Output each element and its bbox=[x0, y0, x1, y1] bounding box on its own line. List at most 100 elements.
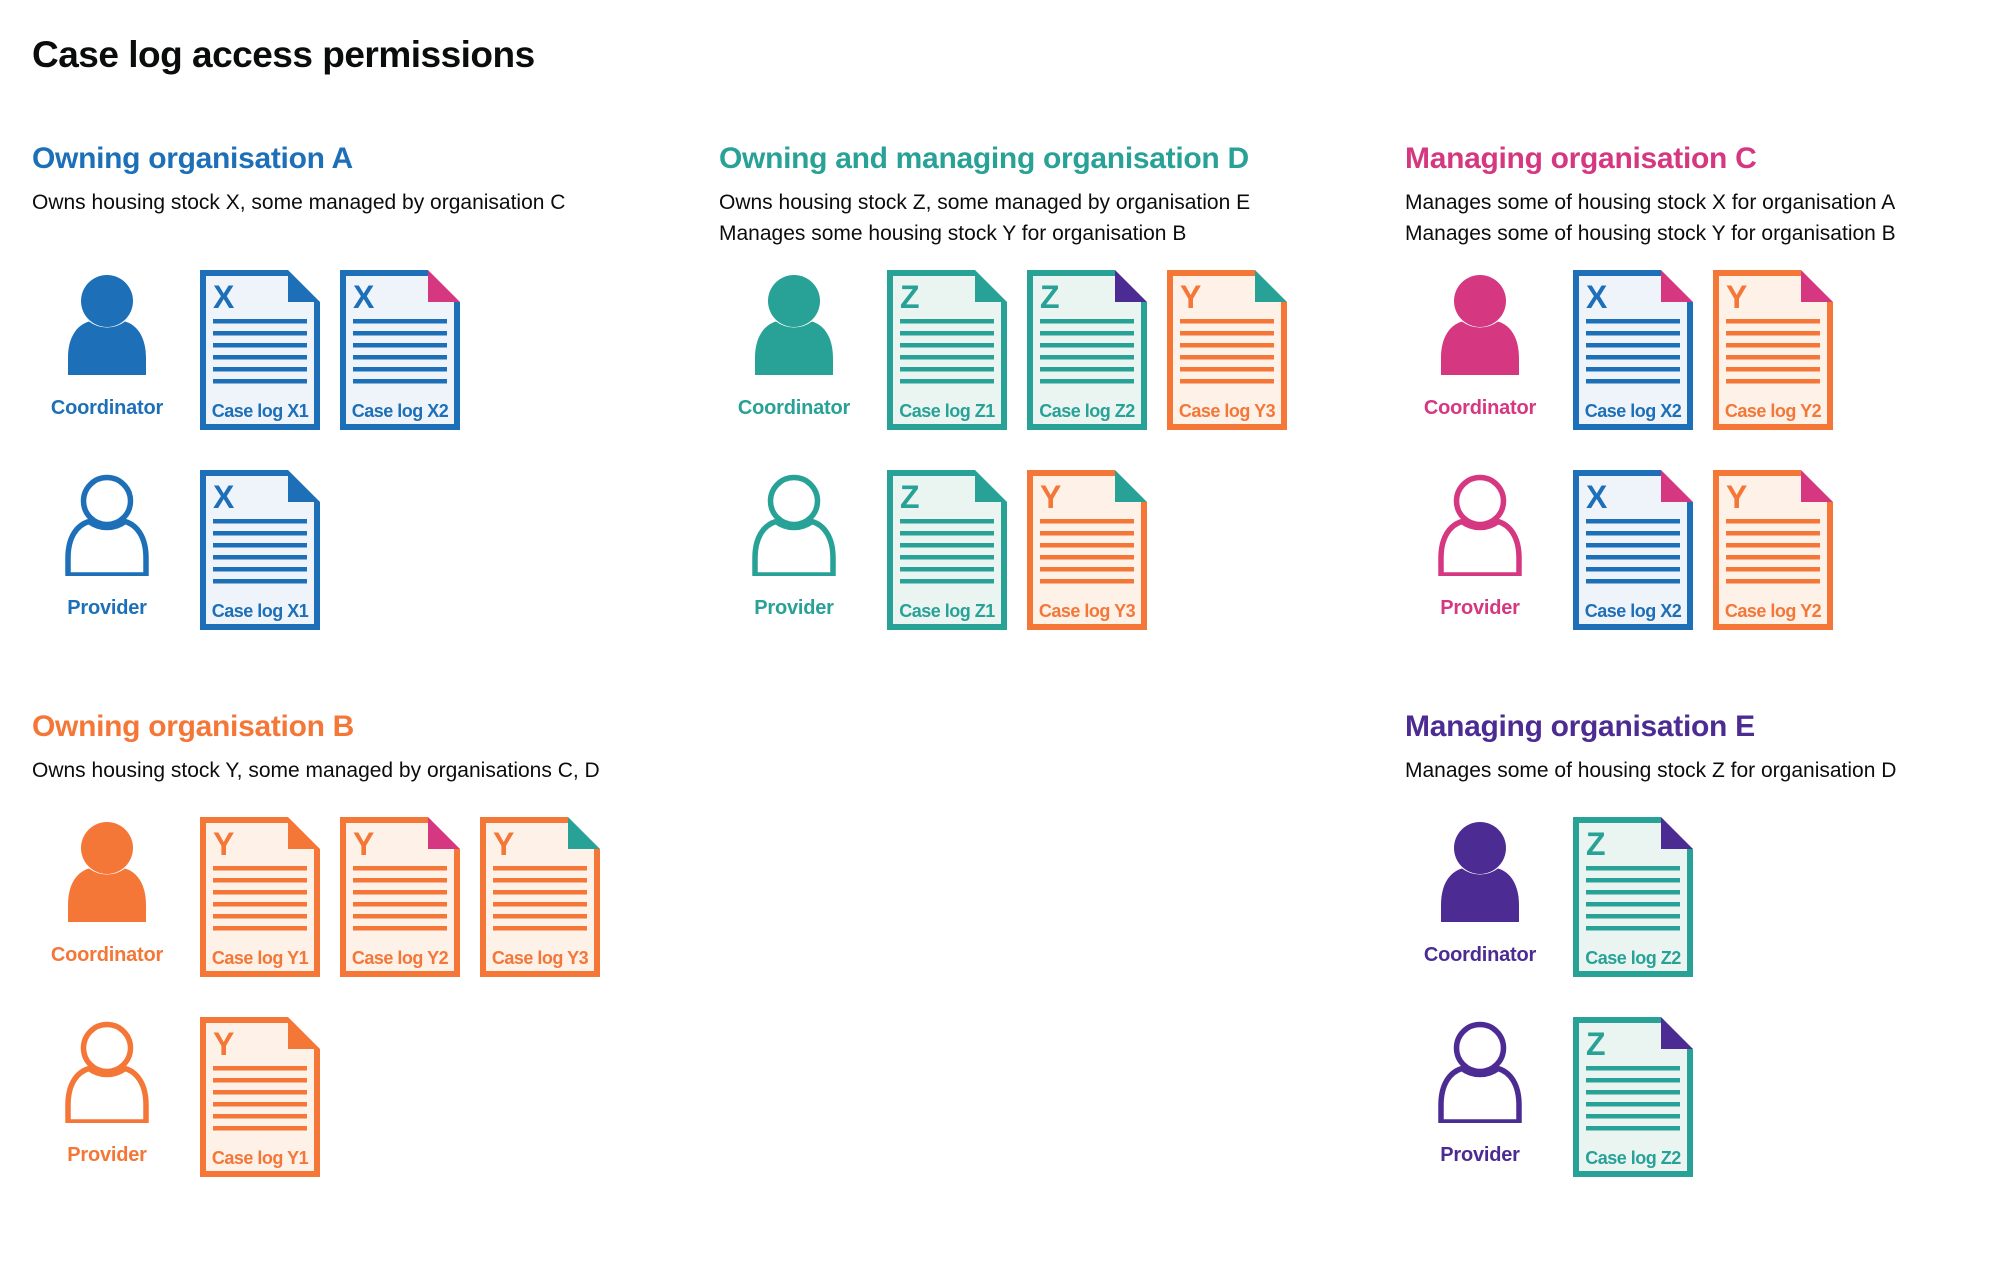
provider-icon bbox=[1438, 474, 1522, 578]
doc-label: Case log Y2 bbox=[1725, 401, 1822, 421]
doc-text-line bbox=[353, 926, 447, 931]
doc-text-line bbox=[213, 343, 307, 348]
folded-corner-icon bbox=[1661, 270, 1693, 302]
folded-corner-icon bbox=[1115, 270, 1147, 302]
description-line: Owns housing stock X, some managed by or… bbox=[32, 191, 566, 214]
doc-page bbox=[887, 270, 1007, 430]
doc-text-line bbox=[1586, 543, 1680, 548]
document-case-log-y3: Y Case log Y3 bbox=[1027, 470, 1147, 630]
folded-corner-icon bbox=[568, 817, 600, 849]
doc-label: Case log Y1 bbox=[212, 1148, 309, 1168]
doc-text-line bbox=[1726, 319, 1820, 324]
stock-letter: X bbox=[213, 479, 235, 515]
coordinator-icon bbox=[755, 275, 833, 375]
page-title: Case log access permissions bbox=[32, 34, 535, 75]
doc-text-line bbox=[353, 890, 447, 895]
stock-letter: Y bbox=[1726, 279, 1747, 315]
folded-corner-icon bbox=[288, 270, 320, 302]
document-case-log-x2: X Case log X2 bbox=[1573, 270, 1693, 430]
doc-text-line bbox=[1040, 543, 1134, 548]
doc-text-line bbox=[1726, 519, 1820, 524]
document-case-log-y2: Y Case log Y2 bbox=[1713, 470, 1833, 630]
role-label: Coordinator bbox=[1423, 944, 1537, 966]
doc-text-line bbox=[1040, 319, 1134, 324]
document-case-log-z1: Z Case log Z1 bbox=[887, 470, 1007, 630]
doc-text-line bbox=[1040, 379, 1134, 384]
coordinator-icon-block: Coordinator bbox=[32, 270, 182, 420]
doc-text-line bbox=[213, 926, 307, 931]
case-log-documents: X Case log X1 X Case log X2 bbox=[200, 270, 460, 430]
coordinator-row: Coordinator Z Case log Z2 bbox=[1405, 817, 1693, 977]
doc-label: Case log Y3 bbox=[1179, 401, 1276, 421]
doc-text-line bbox=[1040, 519, 1134, 524]
doc-page bbox=[1713, 470, 1833, 630]
doc-label: Case log Y2 bbox=[352, 948, 449, 968]
doc-text-line bbox=[493, 914, 587, 919]
provider-row: Provider Z Case log Z2 bbox=[1405, 1017, 1693, 1177]
stock-letter: Z bbox=[900, 279, 920, 315]
provider-icon-block: Provider bbox=[719, 470, 869, 620]
doc-text-line bbox=[1586, 367, 1680, 372]
document-case-log-z1: Z Case log Z1 bbox=[887, 270, 1007, 430]
doc-label: Case log X2 bbox=[1585, 601, 1682, 621]
folded-corner-icon bbox=[1661, 817, 1693, 849]
doc-text-line bbox=[353, 902, 447, 907]
doc-label: Case log Z1 bbox=[899, 601, 995, 621]
coordinator-row: Coordinator X Case log X2 Y Case log Y2 bbox=[1405, 270, 1833, 430]
doc-label: Case log X1 bbox=[212, 601, 309, 621]
coordinator-icon bbox=[1441, 275, 1519, 375]
document-case-log-y1: Y Case log Y1 bbox=[200, 1017, 320, 1177]
doc-page bbox=[1713, 270, 1833, 430]
doc-border bbox=[1573, 470, 1693, 630]
doc-text-line bbox=[1586, 926, 1680, 931]
doc-border bbox=[340, 817, 460, 977]
coordinator-icon-block: Coordinator bbox=[32, 817, 182, 967]
document-case-log-x1: X Case log X1 bbox=[200, 270, 320, 430]
doc-text-line bbox=[213, 878, 307, 883]
doc-text-line bbox=[213, 1114, 307, 1119]
doc-text-line bbox=[1040, 331, 1134, 336]
role-label: Coordinator bbox=[50, 397, 164, 419]
doc-border bbox=[480, 817, 600, 977]
doc-border bbox=[1573, 270, 1693, 430]
folded-corner-icon bbox=[428, 817, 460, 849]
provider-icon-block: Provider bbox=[1405, 1017, 1555, 1167]
case-log-documents: Y Case log Y1 Y Case log Y2 Y Case log Y3 bbox=[200, 817, 600, 977]
folded-corner-icon bbox=[288, 1017, 320, 1049]
stock-letter: Y bbox=[353, 826, 374, 862]
provider-icon bbox=[752, 474, 836, 578]
doc-page bbox=[1167, 270, 1287, 430]
doc-text-line bbox=[1040, 579, 1134, 584]
doc-text-line bbox=[900, 579, 994, 584]
doc-label: Case log Z2 bbox=[1039, 401, 1135, 421]
doc-label: Case log Z2 bbox=[1585, 1148, 1681, 1168]
doc-page bbox=[480, 817, 600, 977]
description-line: Manages some of housing stock X for orga… bbox=[1405, 191, 1896, 214]
doc-text-line bbox=[213, 555, 307, 560]
doc-text-line bbox=[213, 319, 307, 324]
case-log-documents: Z Case log Z2 bbox=[1573, 817, 1693, 977]
provider-icon bbox=[1438, 1021, 1522, 1125]
folded-corner-icon bbox=[975, 270, 1007, 302]
doc-page bbox=[200, 1017, 320, 1177]
case-log-documents: Z Case log Z1 Z Case log Z2 Y Case log Y3 bbox=[887, 270, 1287, 430]
doc-border bbox=[1573, 1017, 1693, 1177]
coordinator-icon-block: Coordinator bbox=[1405, 270, 1555, 420]
doc-label: Case log Y3 bbox=[1039, 601, 1136, 621]
description-line: Owns housing stock Y, some managed by or… bbox=[32, 759, 600, 782]
document-case-log-y2: Y Case log Y2 bbox=[340, 817, 460, 977]
document-case-log-y3: Y Case log Y3 bbox=[480, 817, 600, 977]
doc-border bbox=[200, 270, 320, 430]
doc-text-line bbox=[493, 902, 587, 907]
doc-text-line bbox=[1040, 531, 1134, 536]
doc-border bbox=[1027, 270, 1147, 430]
case-log-documents: X Case log X2 Y Case log Y2 bbox=[1573, 470, 1833, 630]
doc-text-line bbox=[1586, 1102, 1680, 1107]
doc-text-line bbox=[1586, 555, 1680, 560]
section-heading: Owning and managing organisation D bbox=[719, 142, 1249, 175]
doc-text-line bbox=[1040, 343, 1134, 348]
doc-text-line bbox=[1586, 379, 1680, 384]
folded-corner-icon bbox=[1661, 1017, 1693, 1049]
folded-corner-icon bbox=[288, 817, 320, 849]
section-description: Manages some of housing stock X for orga… bbox=[1405, 187, 1896, 249]
